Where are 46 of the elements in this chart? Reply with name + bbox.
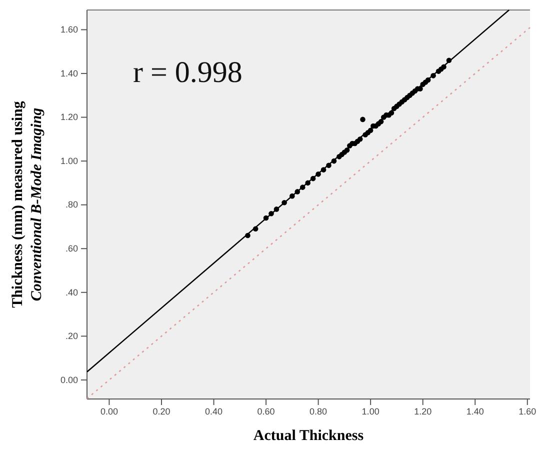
point xyxy=(344,147,350,153)
point xyxy=(268,210,274,216)
point xyxy=(274,206,280,212)
y-tick-label: 1.40 xyxy=(60,68,78,78)
x-axis-title: Actual Thickness xyxy=(253,428,364,444)
y-tick-label: .80 xyxy=(65,200,78,210)
x-tick-label: 0.60 xyxy=(257,406,275,416)
y-tick-label: .20 xyxy=(65,331,78,342)
point xyxy=(252,226,258,232)
y-axis-title: Thickness (mm) measured using Conventional B-Mode Imaging xyxy=(10,100,45,308)
x-tick-label: 0.40 xyxy=(204,406,223,416)
point xyxy=(430,73,436,78)
point xyxy=(446,58,452,63)
point xyxy=(360,116,366,122)
y-tick-label: 1.20 xyxy=(60,112,78,122)
y-tick-label: 1.60 xyxy=(60,24,78,35)
point xyxy=(378,119,384,124)
point xyxy=(263,215,269,221)
x-tick-label: 0.00 xyxy=(100,406,118,416)
point xyxy=(357,136,363,142)
point xyxy=(368,128,374,134)
y-tick-label: 1.00 xyxy=(60,156,78,166)
point xyxy=(316,172,321,177)
y-tick-label: .40 xyxy=(65,287,78,298)
y-tick-label: 0.00 xyxy=(60,374,78,385)
point xyxy=(326,162,332,168)
x-tick-label: 1.00 xyxy=(362,406,380,416)
x-tick-label: 1.60 xyxy=(518,406,536,416)
annotation: r = 0.998 xyxy=(133,56,242,89)
point xyxy=(282,200,287,206)
x-tick-label: 1.20 xyxy=(414,406,432,416)
x-tick-label: 0.80 xyxy=(310,406,328,416)
x-tick-label: 1.40 xyxy=(466,406,484,416)
point xyxy=(388,110,394,116)
y-tick-label: .60 xyxy=(65,243,78,254)
point xyxy=(305,180,310,186)
point xyxy=(245,232,250,238)
point xyxy=(300,184,306,190)
point xyxy=(290,193,295,199)
x-tick-label: 0.20 xyxy=(152,406,170,416)
point xyxy=(441,64,446,70)
point xyxy=(331,158,337,164)
point xyxy=(310,176,316,182)
point xyxy=(425,77,431,83)
point xyxy=(294,189,300,194)
point xyxy=(320,167,326,172)
